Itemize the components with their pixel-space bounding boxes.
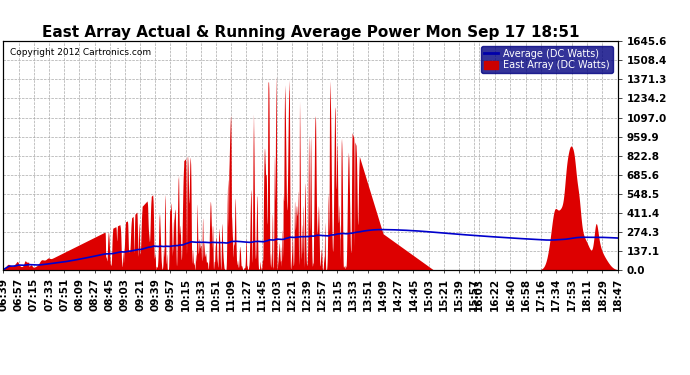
Title: East Array Actual & Running Average Power Mon Sep 17 18:51: East Array Actual & Running Average Powe…: [42, 25, 579, 40]
Legend: Average (DC Watts), East Array (DC Watts): Average (DC Watts), East Array (DC Watts…: [481, 46, 613, 74]
Text: Copyright 2012 Cartronics.com: Copyright 2012 Cartronics.com: [10, 48, 150, 57]
